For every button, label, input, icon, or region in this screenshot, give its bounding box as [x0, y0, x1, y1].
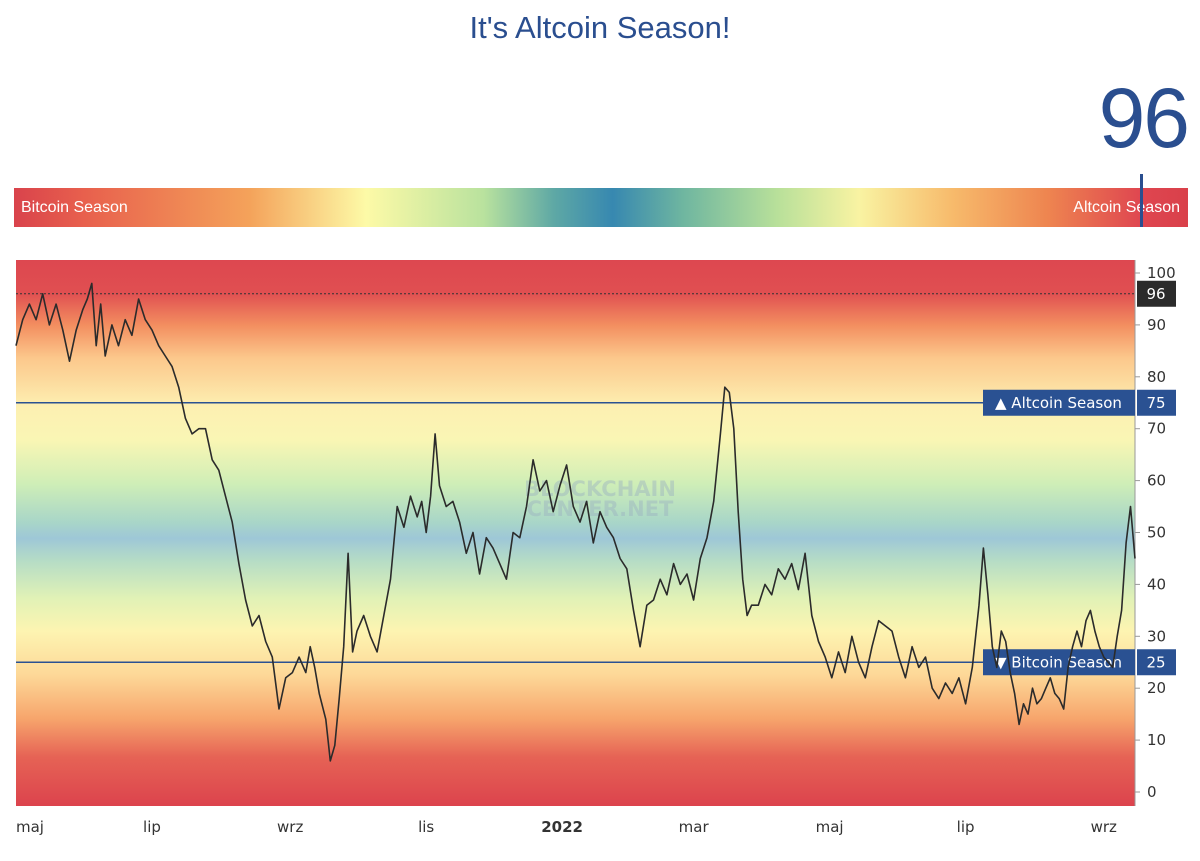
reference-value-box	[1137, 389, 1176, 416]
reference-lines: ▲ Altcoin Season 75 ▼ Bitcoin Season 25	[16, 389, 1176, 676]
x-tick-label: maj	[816, 818, 844, 836]
current-value-tag: 96	[1137, 280, 1176, 307]
season-scale-bar: Bitcoin Season Altcoin Season	[14, 174, 1188, 227]
y-tick-label: 10	[1147, 731, 1166, 749]
y-tick-label: 30	[1147, 627, 1166, 645]
x-tick-label: maj	[16, 818, 44, 836]
scale-current-marker	[1140, 174, 1143, 227]
series-line	[15, 282, 1136, 762]
y-tick-label: 20	[1147, 679, 1166, 697]
x-tick-label: lip	[143, 818, 161, 836]
x-tick-label: lis	[418, 818, 434, 836]
reference-value-label: 75	[1146, 394, 1165, 412]
y-tick-label: 50	[1147, 524, 1166, 542]
plot-background	[16, 260, 1135, 806]
y-tick-label: 100	[1147, 264, 1176, 282]
current-index-value: 96	[1098, 71, 1190, 165]
reference-label: ▲ Altcoin Season	[995, 394, 1122, 412]
y-axis: 0 10 20 30 40 50 60 70 80 90 100	[1135, 264, 1176, 801]
reference-value-label: 25	[1146, 653, 1165, 671]
y-tick-label: 0	[1147, 783, 1157, 801]
reference-label: ▼ Bitcoin Season	[995, 653, 1122, 671]
y-tick-label: 80	[1147, 368, 1166, 386]
current-value-box	[1137, 280, 1176, 307]
watermark-line2: CENTER.NET	[527, 497, 674, 521]
x-tick-label: mar	[679, 818, 710, 836]
y-tick-label: 70	[1147, 420, 1166, 438]
reference-label-box	[983, 389, 1135, 416]
y-tick-label: 60	[1147, 472, 1166, 490]
x-tick-label: wrz	[277, 818, 303, 836]
y-tick-label: 40	[1147, 575, 1166, 593]
scale-left-label: Bitcoin Season	[21, 199, 128, 216]
reference-value-box	[1137, 649, 1176, 676]
y-tick-label: 90	[1147, 316, 1166, 334]
page-title: It's Altcoin Season!	[469, 10, 731, 45]
scale-right-label: Altcoin Season	[1073, 199, 1180, 216]
current-value-label: 96	[1146, 285, 1165, 303]
x-axis: maj lip wrz lis 2022 mar maj lip wrz	[16, 818, 1117, 836]
x-tick-label: lip	[957, 818, 975, 836]
x-tick-label: wrz	[1091, 818, 1117, 836]
x-tick-label: 2022	[541, 818, 583, 836]
